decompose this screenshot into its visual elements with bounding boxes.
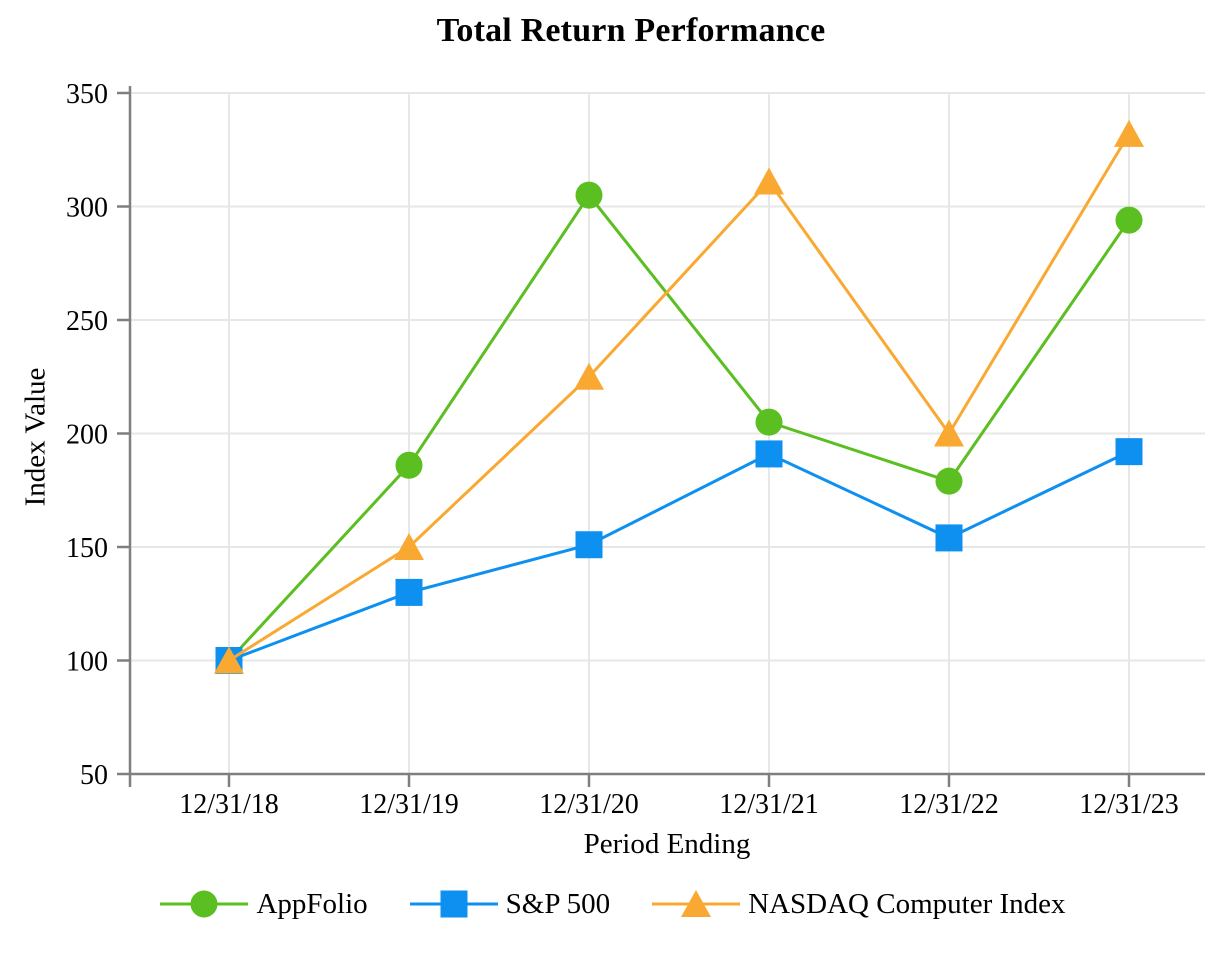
legend-item-nasdaq-computer-index: NASDAQ Computer Index <box>652 886 1066 922</box>
legend-marker-appfolio <box>190 890 218 918</box>
x-tick-label: 12/31/18 <box>179 789 279 820</box>
marker-nasdaq-computer-index-0 <box>214 646 244 674</box>
chart-title: Total Return Performance <box>436 12 826 49</box>
y-tick-labels: 50 100 150 200 250 300 350 <box>66 79 108 791</box>
gridlines <box>130 92 1205 774</box>
chart-legend: AppFolio S&P 500 NASDAQ Computer Index <box>0 886 1226 922</box>
marker-appfolio-5 <box>1115 206 1143 234</box>
marker-appfolio-2 <box>575 181 603 209</box>
legend-circle-icon <box>160 890 249 918</box>
marker-s-p-500-2 <box>575 531 603 559</box>
marker-nasdaq-computer-index-4 <box>934 419 964 447</box>
series-line-appfolio <box>227 192 1131 662</box>
y-tick-label: 50 <box>80 760 108 791</box>
x-tick-label: 12/31/21 <box>719 789 819 820</box>
series-s-p-500 <box>215 438 1143 674</box>
marker-s-p-500-5 <box>1115 438 1143 466</box>
y-tick-label: 350 <box>66 79 108 110</box>
marker-nasdaq-computer-index-2 <box>574 362 604 390</box>
series-line-nasdaq-computer-index <box>228 133 1131 662</box>
y-tick-label: 100 <box>66 647 108 678</box>
x-tick-labels: 12/31/18 12/31/19 12/31/20 12/31/21 12/31/22… <box>179 789 1179 820</box>
marker-s-p-500-1 <box>395 578 423 606</box>
series-appfolio <box>215 181 1143 674</box>
marker-appfolio-3 <box>755 408 783 436</box>
legend-marker-s-p-500 <box>440 890 468 918</box>
legend-square-icon <box>409 890 498 918</box>
series-nasdaq-computer-index <box>214 119 1144 674</box>
y-axis-title: Index Value <box>19 367 52 507</box>
marker-nasdaq-computer-index-3 <box>754 167 784 195</box>
marker-nasdaq-computer-index-1 <box>394 533 424 560</box>
x-tick-label: 12/31/22 <box>899 789 999 820</box>
y-tick-label: 200 <box>66 420 108 451</box>
legend-marker-nasdaq-computer-index <box>681 890 712 917</box>
legend-label: AppFolio <box>256 887 368 920</box>
legend-triangle-icon <box>652 890 741 917</box>
series-line-s-p-500 <box>228 450 1130 662</box>
marker-appfolio-1 <box>395 451 423 479</box>
x-tick-label: 12/31/19 <box>359 789 459 820</box>
marker-s-p-500-4 <box>935 524 963 552</box>
x-tick-label: 12/31/20 <box>539 789 639 820</box>
tick-marks <box>117 91 1131 787</box>
y-tick-label: 300 <box>66 193 108 224</box>
legend-label: NASDAQ Computer Index <box>748 887 1066 920</box>
x-tick-label: 12/31/23 <box>1079 789 1179 820</box>
y-tick-label: 250 <box>66 306 108 337</box>
legend-item-s-p-500: S&P 500 <box>409 886 611 922</box>
x-axis-title: Period Ending <box>583 828 751 860</box>
legend-label: S&P 500 <box>505 887 611 920</box>
axes <box>128 86 1205 787</box>
legend-item-appfolio: AppFolio <box>160 886 368 922</box>
y-tick-label: 150 <box>66 533 108 564</box>
marker-s-p-500-3 <box>755 440 783 468</box>
marker-appfolio-4 <box>935 467 963 495</box>
marker-nasdaq-computer-index-5 <box>1114 119 1144 147</box>
